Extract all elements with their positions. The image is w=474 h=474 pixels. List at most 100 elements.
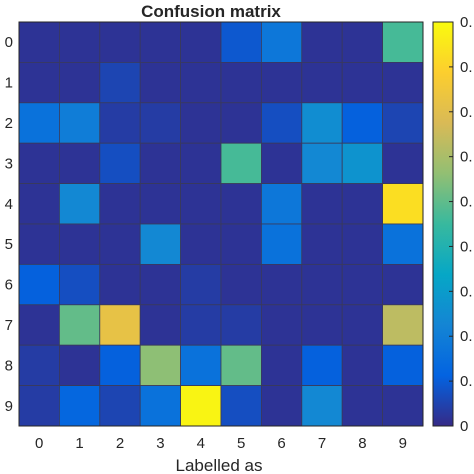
heatmap-cell-5-4 bbox=[180, 223, 222, 265]
heatmap-cell-8-9 bbox=[382, 344, 424, 387]
heatmap-cell-0-7 bbox=[301, 21, 343, 63]
y-tick-labels: 0 1 2 3 4 5 6 7 8 9 bbox=[5, 34, 13, 415]
heatmap-cell-3-7 bbox=[301, 142, 343, 184]
heatmap-cell-0-8 bbox=[341, 21, 384, 63]
heatmap-cell-9-0 bbox=[18, 385, 60, 427]
y-tick-label: 0 bbox=[5, 34, 13, 51]
heatmap-cell-6-3 bbox=[139, 263, 181, 306]
heatmap-cell-2-1 bbox=[59, 102, 101, 144]
colorbar-tick-label: 0. bbox=[460, 194, 473, 211]
heatmap-cell-3-2 bbox=[99, 142, 141, 184]
heatmap-cell-6-7 bbox=[301, 263, 343, 306]
heatmap-cell-8-4 bbox=[180, 344, 222, 387]
heatmap-cell-3-6 bbox=[260, 142, 303, 184]
heatmap-cell-4-8 bbox=[341, 183, 384, 225]
colorbar-tick-label: 0. bbox=[460, 104, 473, 121]
heatmap-cell-4-5 bbox=[220, 183, 262, 225]
heatmap-cell-7-2 bbox=[99, 304, 141, 346]
heatmap-cell-2-0 bbox=[18, 102, 60, 144]
heatmap-cell-8-1 bbox=[59, 344, 101, 387]
heatmap-cell-1-2 bbox=[99, 62, 141, 104]
heatmap-cell-3-1 bbox=[59, 142, 101, 184]
heatmap-cell-7-9 bbox=[382, 304, 424, 346]
heatmap-cell-0-4 bbox=[180, 21, 222, 63]
x-tick-label: 7 bbox=[318, 435, 326, 452]
colorbar-tick-label: 0. bbox=[460, 373, 473, 390]
y-tick-label: 3 bbox=[5, 155, 13, 172]
heatmap-cell-1-6 bbox=[260, 62, 303, 104]
x-tick-label: 0 bbox=[35, 435, 43, 452]
y-tick-label: 6 bbox=[5, 277, 13, 294]
colorbar-tick-label: 0. bbox=[460, 283, 473, 300]
heatmap-cell-9-2 bbox=[99, 385, 141, 427]
heatmap-cell-4-7 bbox=[301, 183, 343, 225]
x-tick-label: 3 bbox=[156, 435, 164, 452]
y-tick-label: 1 bbox=[5, 75, 13, 92]
heatmap-cell-9-7 bbox=[301, 385, 343, 427]
y-tick-label: 7 bbox=[5, 317, 13, 334]
x-tick-label: 4 bbox=[197, 435, 205, 452]
heatmap-cell-3-4 bbox=[180, 142, 222, 184]
heatmap-cell-5-5 bbox=[220, 223, 262, 265]
heatmap-cell-6-0 bbox=[18, 263, 60, 306]
colorbar-ticks: 0 0. 0. 0. 0. 0. 0. 0. 0. 0. bbox=[449, 14, 473, 435]
x-axis-label: Labelled as bbox=[176, 456, 263, 474]
heatmap-cells bbox=[18, 21, 424, 427]
heatmap-cell-9-8 bbox=[341, 385, 384, 427]
heatmap-cell-5-2 bbox=[99, 223, 141, 265]
heatmap-cell-2-3 bbox=[139, 102, 181, 144]
heatmap-cell-1-1 bbox=[59, 62, 101, 104]
heatmap-cell-6-5 bbox=[220, 263, 262, 306]
heatmap-cell-6-8 bbox=[341, 263, 384, 306]
heatmap-cell-1-3 bbox=[139, 62, 181, 104]
heatmap-cell-0-3 bbox=[139, 21, 181, 63]
heatmap-cell-2-4 bbox=[180, 102, 222, 144]
heatmap-cell-9-4 bbox=[180, 385, 222, 427]
y-tick-label: 8 bbox=[5, 357, 13, 374]
heatmap-cell-5-0 bbox=[18, 223, 60, 265]
heatmap-cell-7-7 bbox=[301, 304, 343, 346]
heatmap-cell-1-5 bbox=[220, 62, 262, 104]
heatmap-cell-0-5 bbox=[220, 21, 262, 63]
heatmap-cell-9-3 bbox=[139, 385, 181, 427]
colorbar-tick-label: 0. bbox=[460, 328, 473, 345]
heatmap-cell-8-3 bbox=[139, 344, 181, 387]
heatmap-cell-1-0 bbox=[18, 62, 60, 104]
colorbar-tick-label: 0 bbox=[460, 418, 468, 435]
heatmap-cell-8-8 bbox=[341, 344, 384, 387]
colorbar-tick-label: 0. bbox=[460, 238, 473, 255]
x-tick-label: 1 bbox=[75, 435, 83, 452]
heatmap-cell-0-0 bbox=[18, 21, 60, 63]
heatmap-cell-3-8 bbox=[341, 142, 384, 184]
heatmap-cell-7-8 bbox=[341, 304, 384, 346]
heatmap-cell-2-9 bbox=[382, 102, 424, 144]
heatmap-cell-4-0 bbox=[18, 183, 60, 225]
heatmap-cell-7-3 bbox=[139, 304, 181, 346]
heatmap-cell-7-4 bbox=[180, 304, 222, 346]
heatmap-cell-2-2 bbox=[99, 102, 141, 144]
heatmap-cell-7-1 bbox=[59, 304, 101, 346]
heatmap-cell-3-3 bbox=[139, 142, 181, 184]
colorbar-tick-label: 0. bbox=[460, 149, 473, 166]
heatmap-cell-8-2 bbox=[99, 344, 141, 387]
heatmap-cell-4-3 bbox=[139, 183, 181, 225]
heatmap-cell-8-0 bbox=[18, 344, 60, 387]
heatmap-cell-1-7 bbox=[301, 62, 343, 104]
heatmap-cell-9-1 bbox=[59, 385, 101, 427]
x-tick-label: 5 bbox=[237, 435, 245, 452]
heatmap-cell-0-1 bbox=[59, 21, 101, 63]
chart-title: Confusion matrix bbox=[141, 2, 281, 21]
heatmap-cell-5-7 bbox=[301, 223, 343, 265]
colorbar-tick-label: 0. bbox=[460, 59, 473, 76]
heatmap-cell-4-6 bbox=[260, 183, 303, 225]
heatmap-cell-0-9 bbox=[382, 21, 424, 63]
heatmap-cell-9-6 bbox=[260, 385, 303, 427]
heatmap-cell-1-9 bbox=[382, 62, 424, 104]
heatmap-cell-2-8 bbox=[341, 102, 384, 144]
heatmap-cell-4-4 bbox=[180, 183, 222, 225]
heatmap-cell-7-6 bbox=[260, 304, 303, 346]
heatmap-cell-2-6 bbox=[260, 102, 303, 144]
x-tick-labels: 0 1 2 3 4 5 6 7 8 9 bbox=[35, 435, 407, 452]
heatmap-cell-4-2 bbox=[99, 183, 141, 225]
